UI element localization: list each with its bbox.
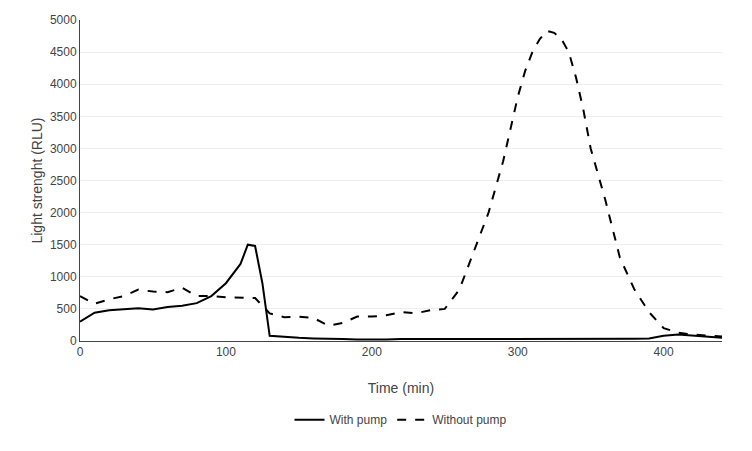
svg-text:With pump: With pump [330,413,388,427]
svg-text:3500: 3500 [50,110,77,124]
svg-text:3000: 3000 [50,142,77,156]
svg-text:5000: 5000 [50,13,77,27]
svg-text:4500: 4500 [50,45,77,59]
svg-text:4000: 4000 [50,77,77,91]
svg-text:1500: 1500 [50,238,77,252]
svg-text:2000: 2000 [50,206,77,220]
svg-text:Time (min): Time (min) [368,380,434,396]
svg-text:Light strenght (RLU): Light strenght (RLU) [29,117,45,243]
svg-text:1000: 1000 [50,270,77,284]
svg-text:400: 400 [654,345,674,359]
svg-text:Without pump: Without pump [432,413,506,427]
svg-text:0: 0 [77,345,84,359]
svg-text:0: 0 [70,334,77,348]
svg-text:300: 300 [508,345,528,359]
svg-text:2500: 2500 [50,174,77,188]
svg-text:200: 200 [362,345,382,359]
svg-text:500: 500 [57,302,77,316]
svg-text:100: 100 [216,345,236,359]
